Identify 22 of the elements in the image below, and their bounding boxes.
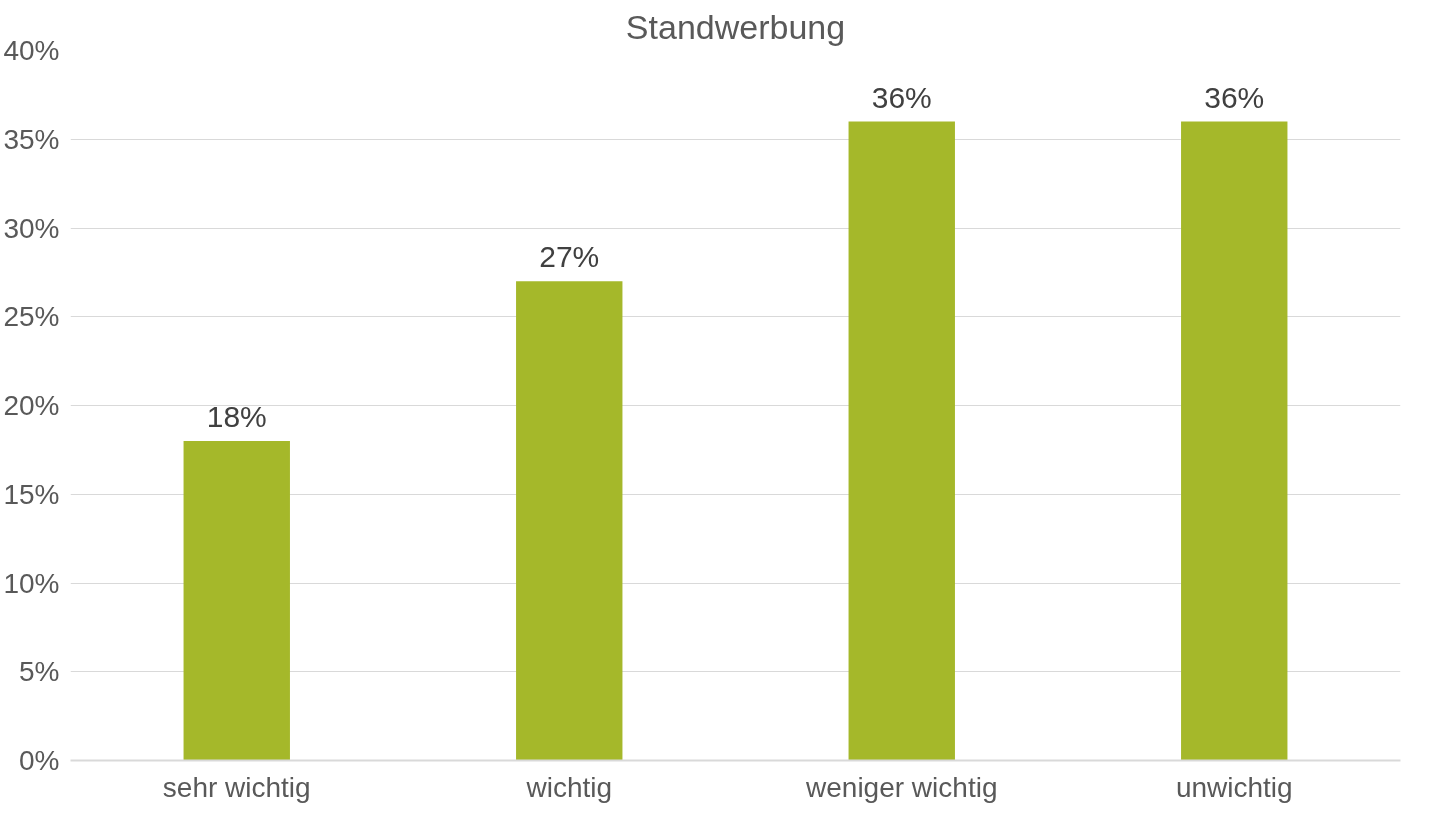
data-label: 18%	[206, 400, 267, 433]
y-tick-label: 5%	[19, 656, 60, 688]
y-tick-label: 30%	[3, 212, 60, 244]
y-tick-label: 10%	[3, 567, 60, 599]
y-tick-label: 20%	[3, 390, 60, 421]
bar	[516, 281, 623, 761]
chart-title: Standwerbung	[625, 7, 846, 46]
data-label: 27%	[539, 240, 600, 274]
x-tick-label: weniger wichtig	[805, 771, 998, 803]
data-label: 36%	[1204, 80, 1265, 114]
y-tick-label: 40%	[3, 35, 60, 66]
y-tick-label: 15%	[3, 478, 60, 510]
data-label: 36%	[871, 80, 932, 114]
x-tick-label: sehr wichtig	[162, 771, 311, 803]
y-tick-label: 35%	[3, 123, 60, 155]
x-tick-label: unwichtig	[1175, 771, 1293, 803]
x-tick-label: wichtig	[525, 771, 613, 803]
bar	[848, 121, 955, 761]
bar	[1181, 121, 1288, 761]
bar	[183, 441, 290, 761]
y-tick-label: 0%	[19, 745, 60, 776]
y-tick-label: 25%	[3, 301, 60, 333]
